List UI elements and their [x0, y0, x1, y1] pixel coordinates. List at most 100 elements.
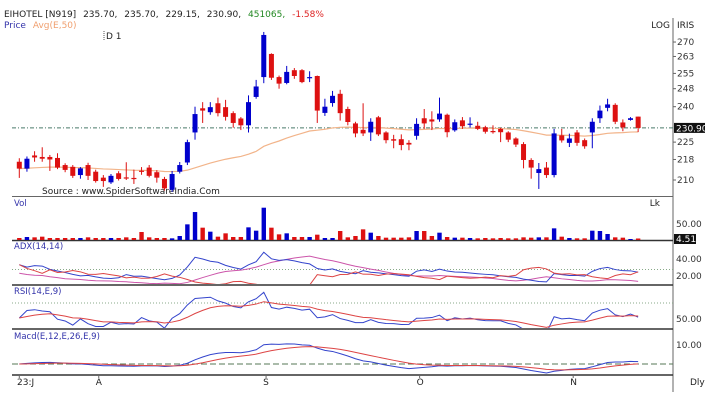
candle-body — [207, 107, 213, 113]
volume-bar — [498, 238, 503, 240]
candle-body — [100, 177, 106, 182]
volume-bar — [78, 238, 83, 240]
price-tick-label: 255 — [677, 69, 694, 79]
volume-bar — [399, 237, 404, 240]
volume-bar — [231, 237, 236, 240]
candle-body — [521, 144, 527, 160]
rsi-lines — [18, 291, 639, 328]
candle-body — [467, 123, 473, 125]
volume-bar — [238, 237, 244, 240]
candle-body — [429, 119, 435, 122]
volume-bar — [299, 237, 305, 240]
candle — [161, 176, 167, 191]
candle-body — [276, 77, 282, 84]
volume-bar — [192, 212, 198, 240]
volume-bar — [315, 234, 320, 240]
volume-bar — [368, 232, 373, 240]
candle — [368, 118, 374, 141]
candle-body — [131, 177, 137, 180]
minus-di-line — [19, 264, 639, 284]
header-quote: EIHOTEL [N919] 235.70, 235.70, 229.15, 2… — [4, 10, 324, 20]
open-value: 235.70, — [83, 10, 117, 20]
volume-bar — [452, 237, 457, 240]
volume-bar — [414, 231, 419, 240]
volume-bar — [605, 234, 610, 240]
volume-bar — [276, 234, 282, 240]
candle-body — [437, 113, 442, 120]
period-label[interactable]: Dly — [690, 378, 705, 388]
candle-body — [299, 70, 305, 83]
volume-bars — [17, 207, 641, 240]
volume-bar — [628, 239, 633, 240]
candle-body — [169, 174, 175, 190]
candle — [490, 125, 496, 134]
candle — [299, 69, 305, 84]
candle — [314, 75, 320, 123]
volume-bar — [513, 238, 519, 240]
candle-body — [200, 108, 206, 111]
candle-body — [16, 161, 22, 169]
candle — [505, 131, 511, 143]
candle-body — [322, 106, 328, 113]
candle-body — [85, 165, 91, 176]
candle-body — [55, 157, 60, 168]
candle — [154, 170, 160, 183]
macd-signal-line — [19, 346, 639, 371]
candle — [77, 167, 83, 179]
candle — [467, 117, 473, 128]
candle-body — [314, 75, 320, 111]
candle-body — [628, 118, 633, 120]
candle-body — [62, 165, 68, 170]
candle-body — [345, 108, 351, 123]
candle-body — [330, 95, 336, 104]
candle-body — [612, 104, 618, 122]
candle-body — [230, 113, 236, 123]
candle-body — [32, 155, 38, 158]
candle — [414, 118, 420, 140]
candle-body — [559, 135, 565, 141]
candle-body — [490, 131, 496, 133]
adx-tick: 20.00 — [676, 272, 702, 282]
volume-bar — [437, 232, 442, 240]
volume-bar — [261, 207, 266, 240]
volume-bar — [47, 238, 53, 240]
candle — [32, 151, 38, 162]
candle — [360, 103, 366, 137]
volume-bar — [613, 237, 618, 240]
price-tick-label: 270 — [677, 38, 694, 48]
volume-bar — [528, 237, 534, 240]
candle — [482, 125, 488, 134]
volume-bar — [284, 233, 289, 240]
last-volume-box — [674, 234, 696, 244]
candle — [215, 97, 221, 117]
adx-tick: 40.00 — [676, 255, 702, 265]
candle — [475, 121, 481, 131]
volume-bar — [490, 238, 496, 240]
x-tick-label: A — [96, 378, 103, 388]
volume-pane-title: Vol — [14, 199, 27, 209]
candle-body — [398, 139, 404, 146]
legend: Price Avg(E,50) — [4, 21, 77, 31]
candle-body — [39, 156, 45, 159]
candle — [605, 98, 611, 112]
candle — [452, 119, 458, 132]
volume-bar — [307, 237, 312, 240]
candle — [330, 90, 336, 107]
volume-bar — [246, 227, 251, 240]
candle — [383, 131, 389, 144]
volume-bar — [574, 238, 580, 240]
volume-bar — [467, 238, 473, 240]
volume-bar — [536, 237, 542, 240]
volume-bar — [139, 232, 144, 240]
scale-mode[interactable]: LOG — [651, 21, 670, 31]
candle-body — [597, 110, 603, 119]
price-tick-label: 263 — [677, 52, 694, 62]
scale-name: IRIS — [677, 21, 695, 31]
candle-body — [238, 118, 244, 126]
volume-bar — [124, 237, 129, 240]
volume-bar — [345, 237, 351, 240]
candle-body — [414, 123, 420, 136]
candle — [574, 130, 580, 146]
volume-bar — [215, 236, 221, 240]
